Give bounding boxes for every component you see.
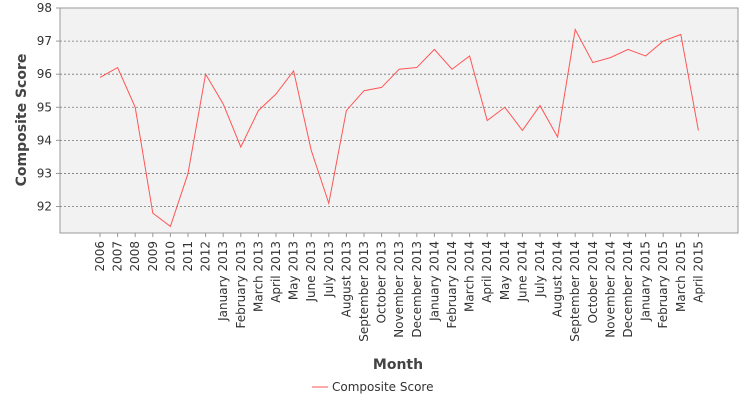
- gridlines: [60, 40, 738, 207]
- data-point: [345, 109, 348, 112]
- x-tick-label: 2006: [93, 241, 107, 272]
- x-tick-label: February 2014: [445, 241, 459, 329]
- data-point: [363, 89, 366, 92]
- x-tick-label: November 2014: [603, 241, 617, 338]
- data-point: [503, 106, 506, 109]
- x-tick-label: May 2014: [498, 241, 512, 300]
- data-point: [310, 149, 313, 152]
- x-axis-ticks: 2006 2007 2008 2009 2010 2011 2012 January 2013…: [93, 233, 705, 342]
- x-tick-label: June 2013: [304, 241, 318, 303]
- x-tick-label: December 2013: [410, 241, 424, 338]
- data-point: [609, 56, 612, 59]
- x-tick-label: August 2014: [551, 241, 565, 317]
- x-tick-label: May 2013: [287, 241, 301, 300]
- y-tick-label: 98: [37, 1, 52, 15]
- data-point: [398, 68, 401, 71]
- data-point: [574, 28, 577, 31]
- data-point: [451, 68, 454, 71]
- x-tick-label: January 2015: [639, 241, 653, 322]
- x-tick-label: January 2013: [216, 241, 230, 322]
- data-point: [644, 54, 647, 57]
- series-layer: [99, 27, 700, 228]
- data-point: [169, 225, 172, 228]
- data-point: [275, 93, 278, 96]
- y-axis-ticks: 92 93 94 95 96 97 98: [37, 1, 60, 214]
- y-tick-label: 95: [37, 100, 52, 114]
- x-tick-label: 2011: [181, 241, 195, 272]
- data-point: [99, 76, 102, 79]
- data-point: [521, 129, 524, 132]
- x-tick-label: April 2013: [269, 241, 283, 303]
- data-point: [591, 61, 594, 64]
- data-point: [116, 66, 119, 69]
- x-tick-label: 2007: [111, 241, 125, 272]
- data-point: [468, 54, 471, 57]
- data-point: [415, 66, 418, 69]
- x-tick-label: February 2015: [656, 241, 670, 329]
- y-axis-title: Composite Score: [14, 54, 30, 187]
- data-point: [327, 202, 330, 205]
- x-tick-label: September 2013: [357, 241, 371, 342]
- x-tick-label: April 2015: [691, 241, 705, 303]
- x-tick-label: December 2014: [621, 241, 635, 338]
- x-tick-label: August 2013: [339, 241, 353, 317]
- data-point: [539, 104, 542, 107]
- data-point: [134, 106, 137, 109]
- x-tick-label: October 2014: [586, 241, 600, 323]
- y-tick-label: 96: [37, 67, 52, 81]
- y-tick-label: 92: [37, 200, 52, 214]
- x-tick-label: July 2014: [533, 241, 547, 298]
- data-point: [151, 212, 154, 215]
- x-tick-label: February 2013: [234, 241, 248, 329]
- data-point: [697, 129, 700, 132]
- x-tick-label: June 2014: [515, 241, 529, 303]
- series-line-0: [99, 27, 699, 228]
- y-tick-label: 94: [37, 133, 52, 147]
- x-tick-label: March 2014: [463, 241, 477, 312]
- legend-label: Composite Score: [332, 380, 433, 394]
- x-tick-label: 2008: [128, 241, 142, 272]
- x-tick-label: November 2013: [392, 241, 406, 338]
- data-point: [679, 33, 682, 36]
- data-point: [380, 86, 383, 89]
- data-point: [486, 119, 489, 122]
- data-point: [204, 73, 207, 76]
- data-point: [433, 48, 436, 51]
- x-tick-label: January 2014: [427, 241, 441, 322]
- plot-area: [59, 7, 739, 234]
- x-tick-label: 2010: [163, 241, 177, 272]
- data-point: [556, 136, 559, 139]
- y-tick-label: 97: [37, 34, 52, 48]
- x-tick-label: 2012: [199, 241, 213, 272]
- x-tick-label: March 2015: [674, 241, 688, 312]
- x-tick-label: July 2013: [322, 241, 336, 298]
- x-tick-label: September 2014: [568, 241, 582, 342]
- data-point: [257, 109, 260, 112]
- data-point: [239, 145, 242, 148]
- x-tick-label: April 2014: [480, 241, 494, 303]
- data-point: [187, 172, 190, 175]
- x-axis-title: Month: [373, 357, 423, 373]
- data-point: [662, 40, 665, 43]
- x-tick-label: 2009: [146, 241, 160, 272]
- data-point: [292, 69, 295, 72]
- data-point: [222, 102, 225, 105]
- data-point: [627, 48, 630, 51]
- x-tick-label: March 2013: [251, 241, 265, 312]
- y-tick-label: 93: [37, 166, 52, 180]
- x-tick-label: October 2013: [375, 241, 389, 323]
